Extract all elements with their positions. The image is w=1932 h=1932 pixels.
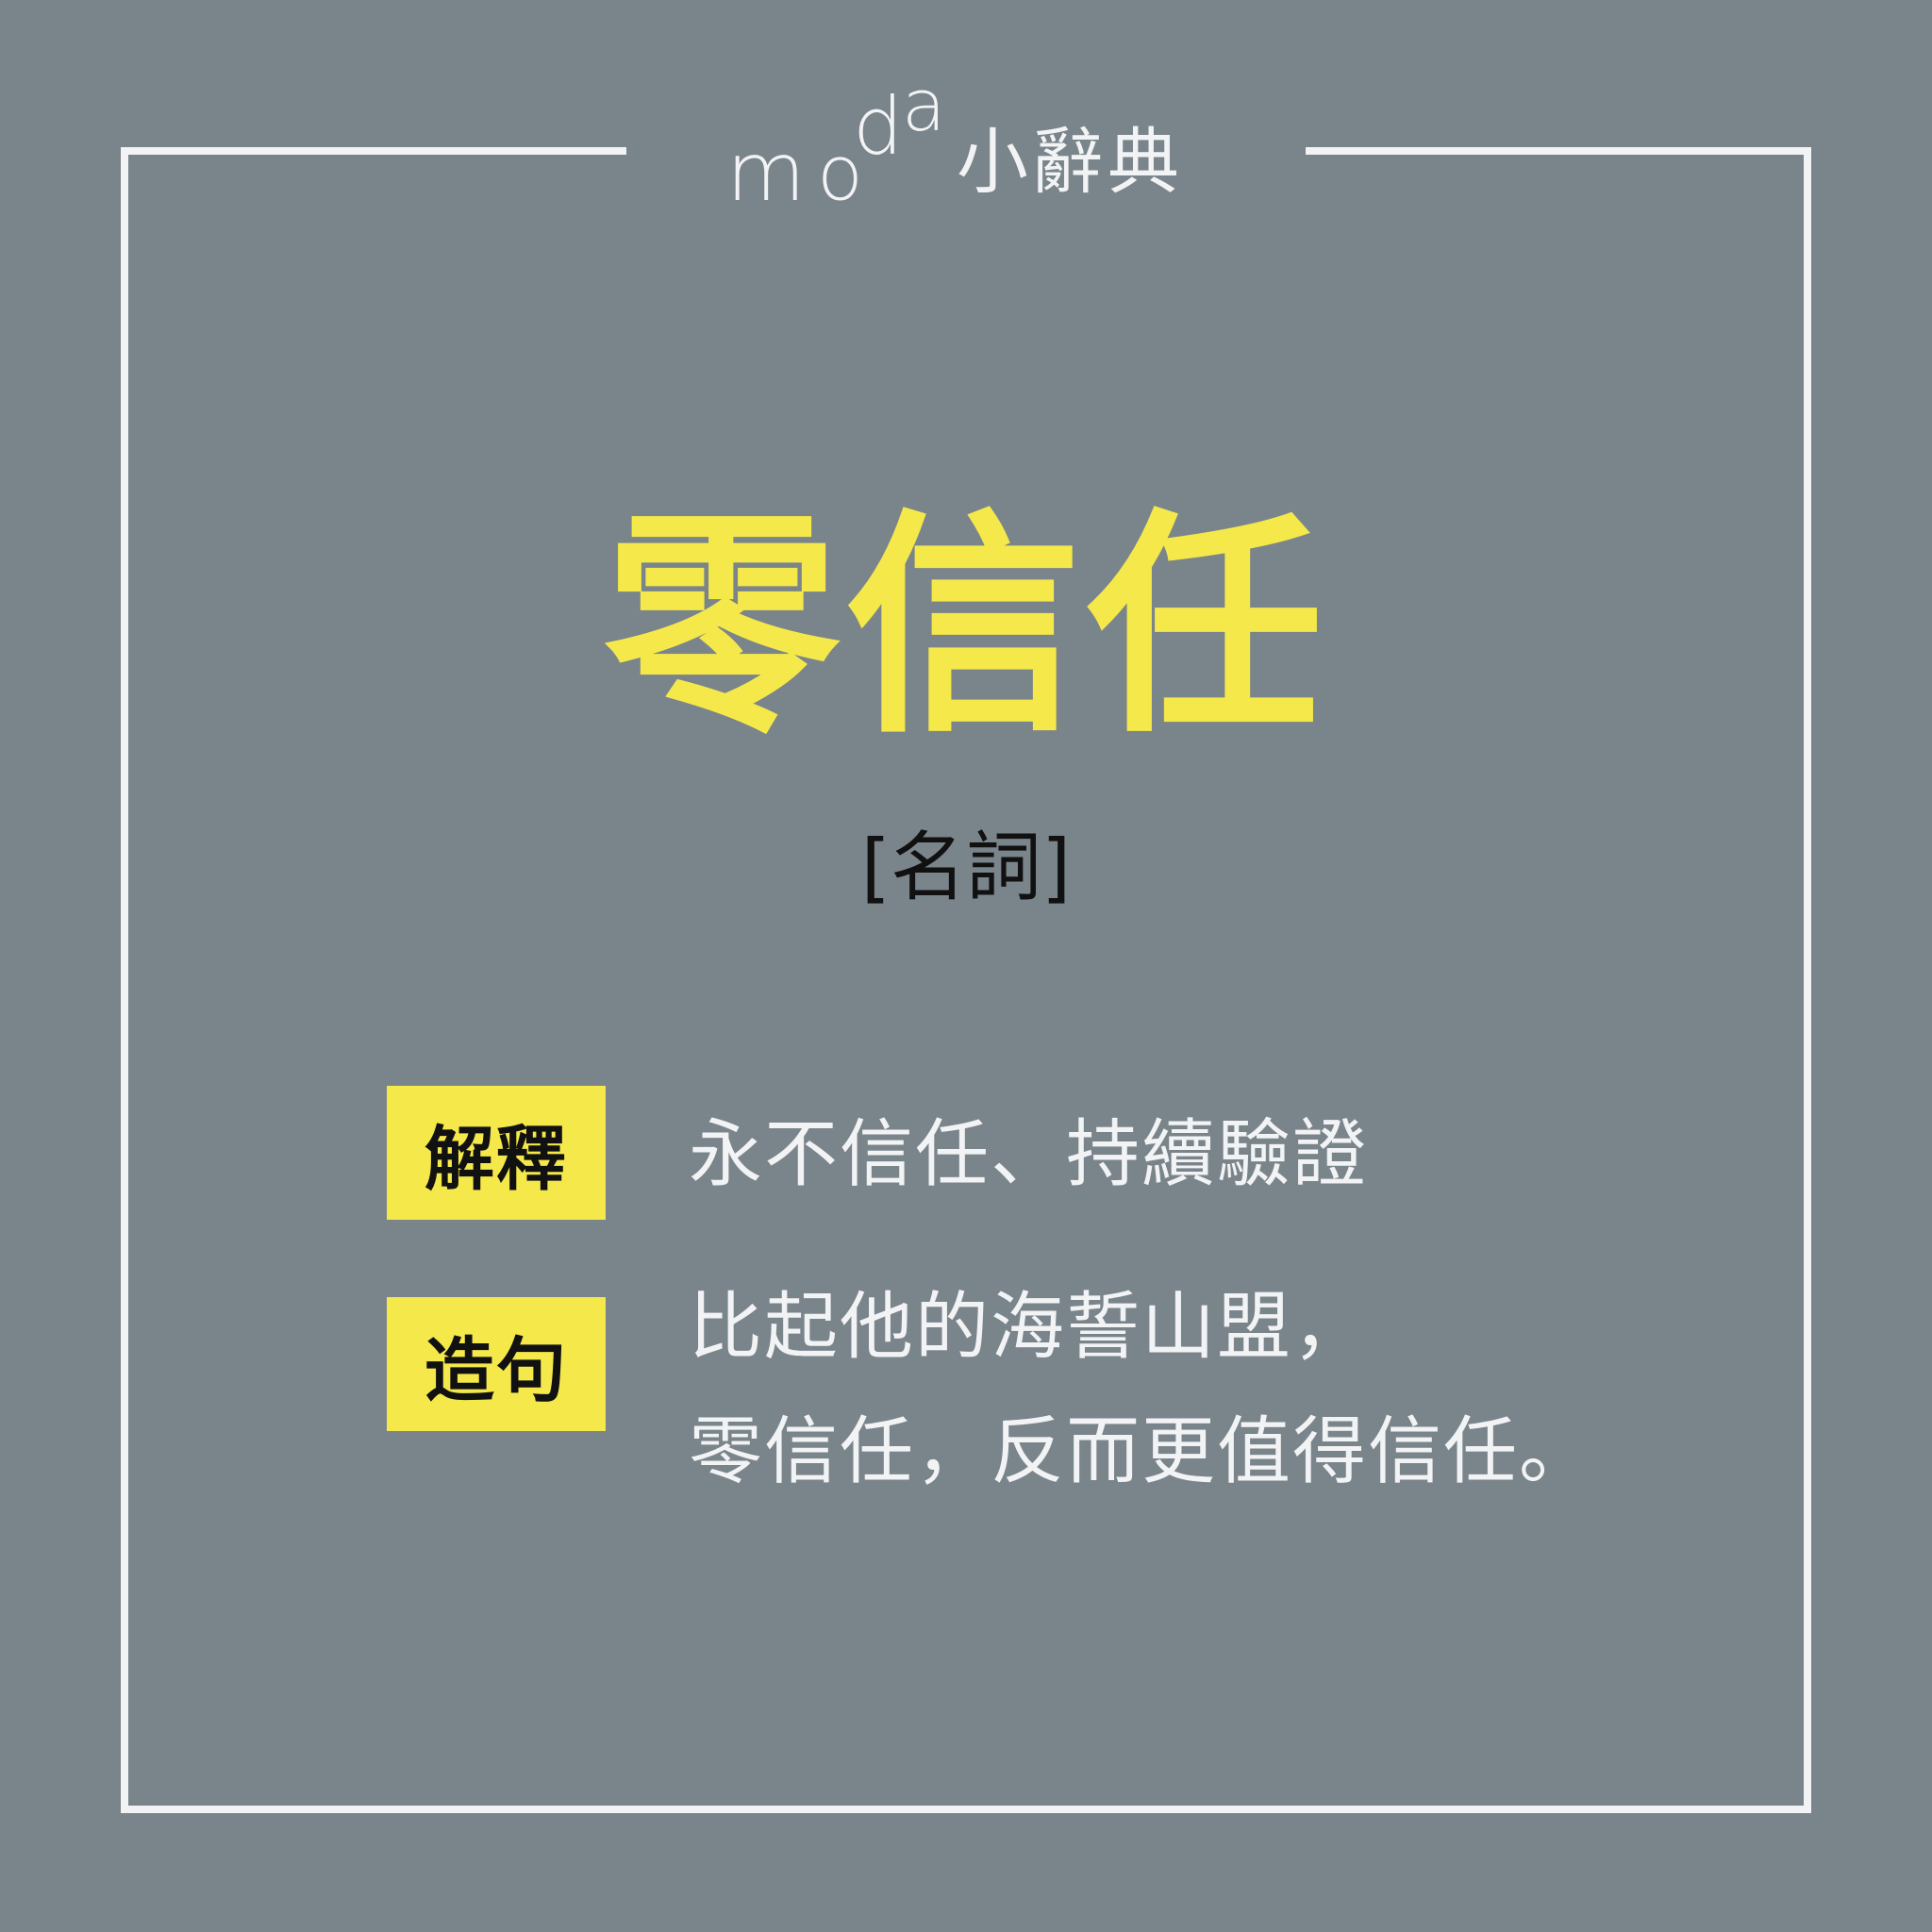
brand-title: 小辭典 bbox=[957, 126, 1183, 198]
brand-header: m o d a 小辭典 bbox=[726, 75, 1217, 217]
logo-letter-m: m bbox=[726, 132, 806, 213]
headword: 零信任 bbox=[0, 509, 1932, 745]
frame-bottom-line bbox=[121, 1806, 1811, 1813]
definition-text: 永不信任、持續驗證 bbox=[689, 1118, 1368, 1191]
frame-top-right-line bbox=[1306, 147, 1811, 155]
definition-label: 解釋 bbox=[387, 1086, 606, 1220]
part-of-speech: [名詞] bbox=[0, 830, 1932, 906]
example-label: 造句 bbox=[387, 1297, 606, 1431]
frame-right-line bbox=[1804, 147, 1811, 1813]
example-line: 零信任，反而更值得信任。 bbox=[689, 1415, 1594, 1489]
example-line: 比起他的海誓山盟， bbox=[689, 1291, 1368, 1364]
frame-left-line bbox=[121, 147, 128, 1813]
logo-letter-d: d bbox=[853, 87, 903, 166]
frame-top-left-line bbox=[121, 147, 626, 155]
logo-letter-a: a bbox=[902, 70, 946, 142]
